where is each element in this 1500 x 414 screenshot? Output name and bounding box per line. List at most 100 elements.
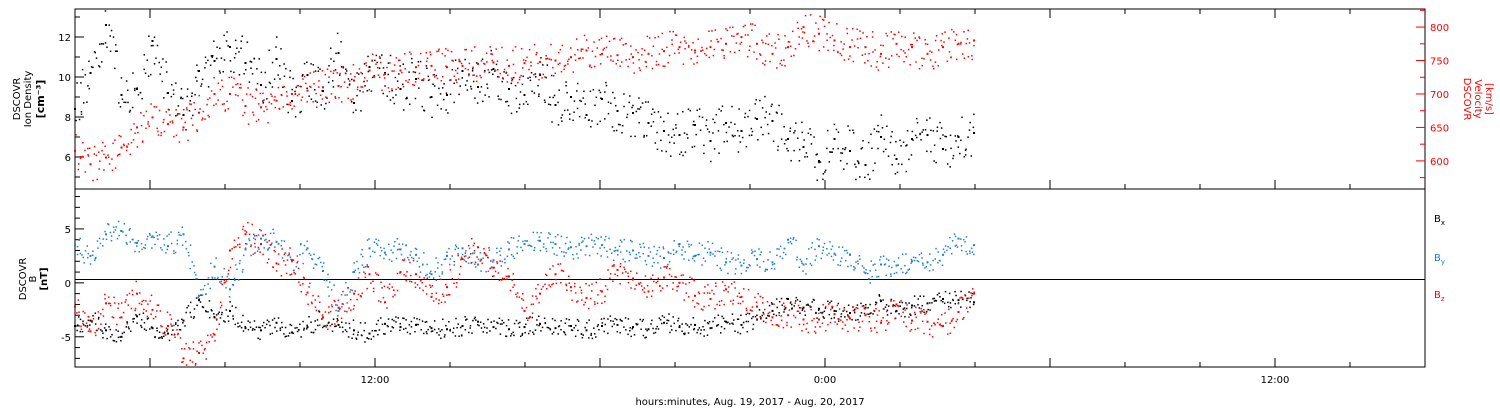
bx-dot bbox=[143, 321, 146, 324]
bz-point bbox=[167, 325, 169, 328]
bx-dot bbox=[429, 325, 431, 328]
density-dot bbox=[745, 145, 748, 148]
by-dot bbox=[407, 256, 409, 259]
by-dot bbox=[652, 257, 654, 259]
bx-dot bbox=[672, 316, 674, 318]
bz-dot bbox=[425, 293, 428, 295]
bz-dot bbox=[382, 296, 385, 299]
velocity-dot bbox=[232, 86, 234, 88]
density-dot bbox=[271, 61, 274, 64]
bx-point bbox=[926, 302, 929, 305]
by-point bbox=[895, 264, 898, 267]
bz-dot bbox=[742, 300, 744, 303]
density-dot bbox=[286, 103, 288, 106]
bx-dot bbox=[87, 319, 90, 322]
bz-dot bbox=[392, 295, 394, 298]
density-dot bbox=[345, 70, 348, 72]
bz-dot bbox=[825, 329, 827, 332]
bx-dot bbox=[448, 321, 450, 323]
density-dot bbox=[441, 87, 444, 89]
by-dot bbox=[855, 261, 857, 263]
density-dot bbox=[818, 161, 820, 164]
density-dot bbox=[461, 77, 464, 79]
bx-dot bbox=[822, 316, 824, 318]
velocity-dot bbox=[257, 118, 260, 121]
bz-dot bbox=[709, 292, 711, 294]
density-dot bbox=[308, 95, 310, 97]
bz-dot bbox=[135, 280, 138, 283]
density-dot bbox=[233, 71, 235, 74]
density-point bbox=[942, 148, 944, 150]
density-dot bbox=[110, 29, 113, 32]
bx-dot bbox=[878, 294, 880, 296]
bz-dot bbox=[392, 289, 395, 291]
density-dot bbox=[919, 132, 921, 135]
bx-dot bbox=[623, 326, 625, 328]
by-dot bbox=[924, 267, 926, 269]
velocity-dot bbox=[778, 38, 780, 40]
velocity-dot bbox=[127, 143, 130, 145]
velocity-dot bbox=[401, 71, 403, 74]
velocity-dot bbox=[721, 49, 723, 51]
bz-dot bbox=[438, 299, 440, 301]
bz-dot bbox=[441, 293, 444, 296]
bz-dot bbox=[470, 237, 473, 240]
bx-dot bbox=[111, 333, 113, 336]
bz-dot bbox=[388, 287, 391, 290]
bz-dot bbox=[293, 271, 295, 274]
bz-dot bbox=[761, 302, 764, 304]
bz-dot bbox=[816, 321, 819, 324]
bx-dot bbox=[475, 319, 477, 321]
velocity-dot bbox=[684, 48, 686, 50]
by-dot bbox=[405, 244, 407, 246]
bz-dot bbox=[340, 317, 343, 320]
bz-dot bbox=[595, 281, 597, 284]
velocity-dot bbox=[201, 117, 204, 119]
bz-dot bbox=[381, 287, 383, 289]
bx-dot bbox=[669, 331, 671, 334]
density-dot bbox=[870, 133, 872, 136]
density-dot bbox=[149, 73, 152, 76]
density-dot bbox=[832, 148, 834, 150]
bz-dot bbox=[584, 301, 587, 304]
by-dot bbox=[374, 251, 376, 254]
by-dot bbox=[504, 261, 506, 264]
by-dot bbox=[745, 266, 748, 269]
velocity-dot bbox=[747, 34, 749, 36]
bz-dot bbox=[760, 317, 763, 319]
density-point bbox=[399, 88, 402, 90]
bz-point bbox=[864, 314, 867, 317]
density-dot bbox=[965, 148, 967, 151]
bx-dot bbox=[98, 316, 100, 319]
density-dot bbox=[482, 100, 484, 103]
by-dot bbox=[547, 237, 549, 239]
density-point bbox=[477, 86, 479, 88]
by-dot bbox=[228, 278, 230, 280]
bz-dot bbox=[140, 303, 143, 306]
bz-dot bbox=[120, 302, 123, 304]
velocity-dot bbox=[428, 78, 431, 81]
density-dot bbox=[560, 117, 562, 119]
density-dot bbox=[373, 74, 376, 77]
velocity-dot bbox=[673, 52, 676, 55]
field-tick-label: -5 bbox=[61, 333, 71, 344]
velocity-dot bbox=[762, 41, 764, 44]
by-dot bbox=[720, 269, 722, 271]
bz-dot bbox=[456, 281, 458, 284]
density-point bbox=[647, 122, 650, 124]
density-dot bbox=[626, 113, 629, 116]
density-dot bbox=[124, 101, 127, 104]
density-dot bbox=[737, 151, 740, 153]
bz-dot bbox=[742, 288, 745, 290]
bx-dot bbox=[101, 330, 103, 332]
bx-dot bbox=[798, 307, 801, 309]
bz-dot bbox=[156, 304, 159, 306]
velocity-dot bbox=[330, 93, 333, 95]
bx-dot bbox=[729, 323, 731, 325]
by-dot bbox=[845, 259, 847, 262]
bx-dot bbox=[240, 326, 243, 329]
bz-dot bbox=[237, 237, 240, 239]
bz-point bbox=[539, 292, 541, 295]
bx-dot bbox=[140, 324, 142, 327]
